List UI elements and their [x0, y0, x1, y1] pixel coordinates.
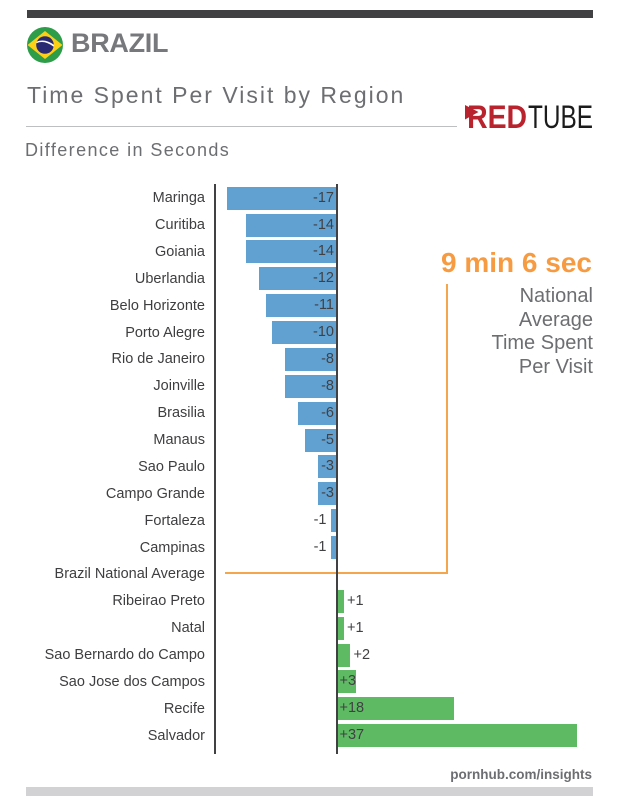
svg-text:RED: RED	[467, 101, 527, 132]
svg-text:TUBE: TUBE	[528, 100, 593, 132]
